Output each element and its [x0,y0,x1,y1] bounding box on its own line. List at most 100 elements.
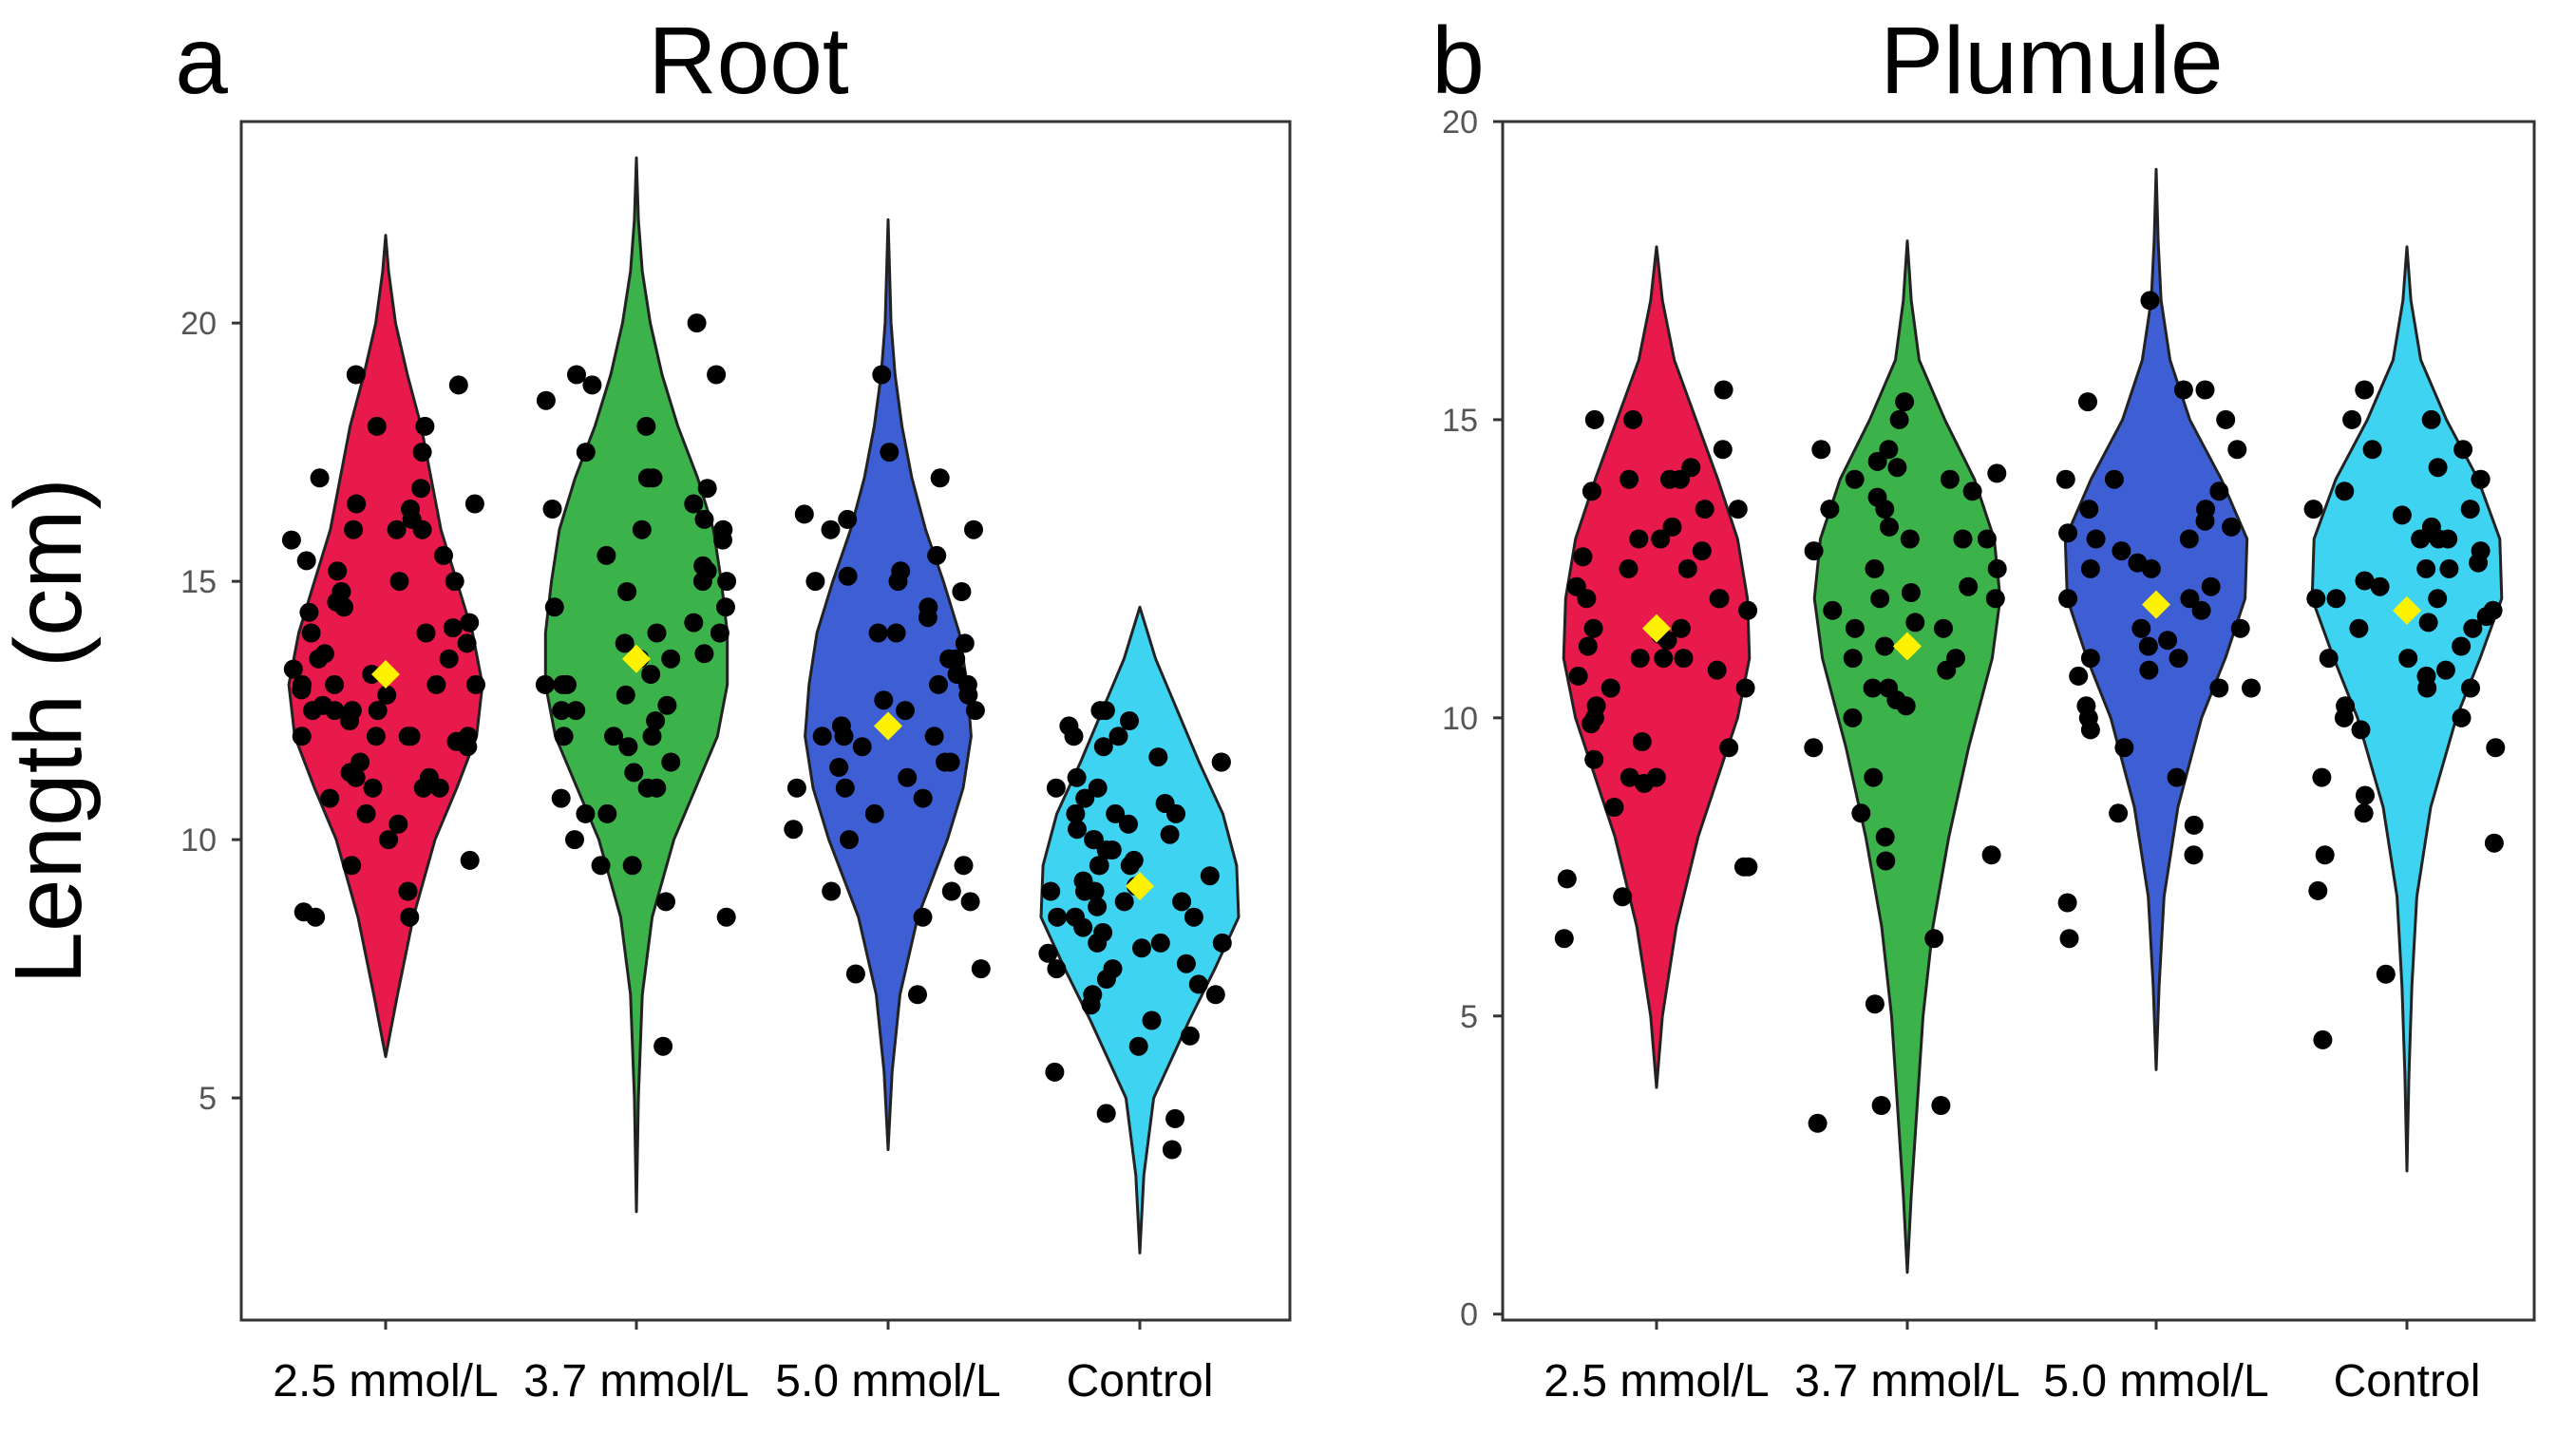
data-point [1646,767,1666,787]
data-point [838,566,858,586]
data-point [964,519,983,539]
data-point [2306,589,2326,609]
data-point [2461,678,2480,698]
y-tick-label: 5 [199,1081,217,1117]
mean-marker-3-7-mmol-l [1893,632,1922,661]
data-point [535,674,555,694]
data-point [1728,500,1748,519]
data-point [2167,767,2187,787]
data-point [2392,505,2412,525]
data-point [1823,600,1843,620]
data-point [1738,600,1758,620]
data-point [1038,943,1058,963]
data-point [617,582,637,601]
data-point [2230,618,2250,638]
data-point [458,727,478,746]
data-point [1905,613,1925,633]
data-point [379,830,399,850]
data-point [1865,558,1885,578]
violin-5-0-mmol-l [804,217,973,1151]
data-point [1165,1108,1185,1128]
data-point [1713,440,1733,460]
data-point [1804,738,1824,758]
data-point [2169,649,2188,669]
data-point [2059,929,2079,949]
data-point [1188,974,1208,994]
data-point [939,649,959,669]
data-point [1875,827,1895,847]
data-point [294,902,313,922]
y-tick-label: 20 [180,306,217,342]
data-point [363,778,383,798]
data-point [293,674,312,694]
data-point [693,556,713,576]
data-point [2058,523,2078,543]
data-point [1557,869,1577,889]
data-point [1205,985,1225,1005]
data-point [1820,500,1840,519]
data-point [2086,529,2106,549]
data-point [2201,576,2221,596]
data-point [350,752,370,772]
data-point [1875,636,1895,656]
data-point [387,519,407,539]
data-point [1083,985,1103,1005]
data-point [2416,558,2436,578]
data-point [2428,589,2448,609]
data-point [411,479,431,499]
data-point [2104,469,2124,489]
data-point [1876,851,1896,871]
data-point [864,803,884,823]
data-point [1200,866,1220,886]
data-point [1046,778,1066,798]
data-point [717,572,737,592]
data-point [426,674,446,694]
data-point [292,727,312,746]
data-point [1172,892,1192,912]
data-point [637,778,657,798]
data-point [2158,631,2178,651]
data-point [835,778,855,798]
data-point [1867,487,1887,507]
data-point [2180,589,2200,609]
mean-marker-2-5-mmol-l [1642,614,1671,643]
data-point [2351,720,2371,740]
data-point [622,856,642,876]
data-point [2355,380,2375,400]
data-point [805,572,825,592]
data-point [1987,558,2007,578]
x-tick-label: 3.7 mmol/L [523,1356,748,1407]
data-point [1924,929,1944,949]
data-point [919,597,938,617]
data-point [2354,803,2374,823]
x-tick-label: 2.5 mmol/L [1544,1356,1769,1407]
data-point [1707,660,1727,680]
data-point [604,727,623,746]
data-point [445,572,464,592]
data-point [2355,571,2375,591]
data-point [2055,469,2075,489]
data-point [694,644,714,664]
data-point [1160,824,1180,844]
data-point [1124,850,1144,870]
data-point [2184,815,2204,835]
data-point [2486,738,2506,758]
data-point [684,494,704,514]
data-point [661,752,681,772]
data-point [707,365,727,385]
data-point [2376,964,2396,984]
data-point [2109,803,2129,823]
violin-5-0-mmol-l [2063,167,2249,1071]
data-point [314,644,334,664]
data-point [576,443,596,463]
data-point [1870,589,1890,609]
data-point [1811,440,1831,460]
data-point [296,551,316,571]
data-point [845,964,865,984]
data-point [419,767,439,787]
x-tick-label: 5.0 mmol/L [775,1356,1000,1407]
data-point [1583,618,1603,638]
data-point [624,763,644,783]
